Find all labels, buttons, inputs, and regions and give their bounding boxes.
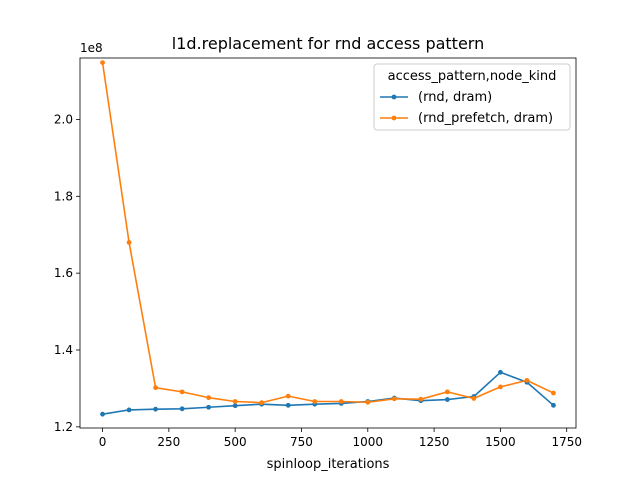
x-axis-label: spinloop_iterations [267,457,390,472]
legend-label: (rnd_prefetch, dram) [418,111,553,126]
legend-marker [391,94,397,100]
chart-title: l1d.replacement for rnd access pattern [172,34,484,53]
x-tick-label: 1500 [485,435,516,449]
legend-label: (rnd, dram) [418,90,492,105]
data-point [551,402,556,408]
data-point [232,403,238,409]
data-point [365,399,371,405]
data-point [206,404,212,410]
data-point [179,389,185,395]
y-tick-label: 1.6 [54,266,73,280]
x-tick-label: 1000 [353,435,384,449]
x-tick-label: 750 [290,435,313,449]
data-point [418,396,424,402]
plot-area: 0 250 500 750 1000 1250 1500 1750 1.2 1.4 1.6 1.8 2.… [54,57,582,449]
data-point [153,385,158,391]
legend-box [373,63,571,131]
y-offset-text: 1e8 [80,41,103,55]
legend-title: access_pattern,node_kind [388,69,557,84]
data-point [444,389,450,395]
x-tick-label: 500 [224,435,247,449]
data-point [100,411,105,417]
y-tick-label: 1.2 [54,420,73,434]
x-tick-label: 250 [157,435,180,449]
data-point [153,406,158,412]
y-tick-label: 1.4 [54,343,73,357]
y-tick-label: 2.0 [54,112,73,126]
data-point [471,396,477,401]
data-point [259,400,265,406]
data-point [232,399,238,404]
data-point [498,384,503,390]
series-line-2 [101,62,554,404]
data-point [498,369,503,375]
data-point [285,393,291,399]
legend: access_pattern,node_kind (rnd, dram) (rnd_… [373,63,571,131]
data-point [338,399,344,404]
data-point [126,240,132,245]
legend-marker [391,115,397,121]
data-point [391,396,397,402]
data-point [100,60,105,66]
data-point [444,397,450,402]
data-point [312,399,318,404]
data-point [524,377,530,383]
data-point [126,407,132,413]
axes-frame [79,57,577,429]
data-point [551,390,556,396]
x-tick-label: 1750 [551,435,582,449]
series-line-1 [102,371,554,415]
data-point [285,402,291,408]
x-tick-label: 1250 [419,435,450,449]
data-point [179,406,185,412]
x-tick-label: 0 [99,435,107,449]
y-tick-label: 1.8 [54,189,73,203]
data-point [206,395,212,401]
